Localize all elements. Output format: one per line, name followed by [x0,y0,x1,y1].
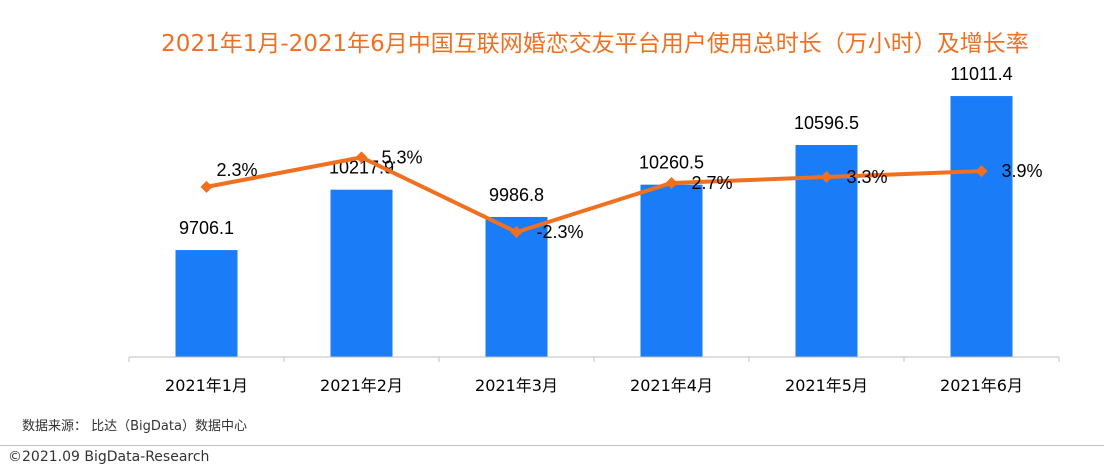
bar-value-label: 10217.9 [329,158,394,178]
growth-rate-label: 3.3% [847,167,888,187]
bar-value-label: 10260.5 [639,153,704,173]
growth-rate-line [206,155,982,235]
bar [640,184,703,357]
x-tick-label: 2021年6月 [940,376,1023,395]
x-tick-label: 2021年1月 [165,376,248,395]
x-tick-label: 2021年3月 [475,376,558,395]
growth-rate-label: 2.3% [217,160,258,180]
growth-rate-point [820,171,833,184]
bar-value-label: 9986.8 [489,185,544,205]
bar [950,96,1013,357]
bar [485,216,548,357]
bar [330,189,393,357]
bar-value-label: 11011.4 [950,64,1012,84]
copyright-text: ©2021.09 BigData-Research [8,449,210,465]
footer-divider [0,445,1104,446]
bar-value-label: 10596.5 [794,113,859,133]
growth-rate-label: 3.9% [1002,161,1043,181]
bar [175,250,238,357]
growth-rate-label: 5.3% [382,147,423,167]
growth-rate-label: -2.3% [537,222,584,242]
growth-rate-point [975,165,988,178]
x-tick-label: 2021年5月 [785,376,868,395]
x-tick-label: 2021年2月 [320,376,403,395]
x-tick-label: 2021年4月 [630,376,713,395]
bar-value-label: 9706.1 [179,218,234,238]
growth-rate-point [665,176,678,189]
chart-title: 2021年1月-2021年6月中国互联网婚恋交友平台用户使用总时长（万小时）及增… [161,31,1029,57]
growth-rate-point [510,226,523,239]
data-source-note: 数据来源： 比达（BigData）数据中心 [22,419,247,434]
growth-rate-point [355,151,368,164]
growth-rate-point [200,180,213,193]
growth-rate-label: 2.7% [692,173,733,193]
